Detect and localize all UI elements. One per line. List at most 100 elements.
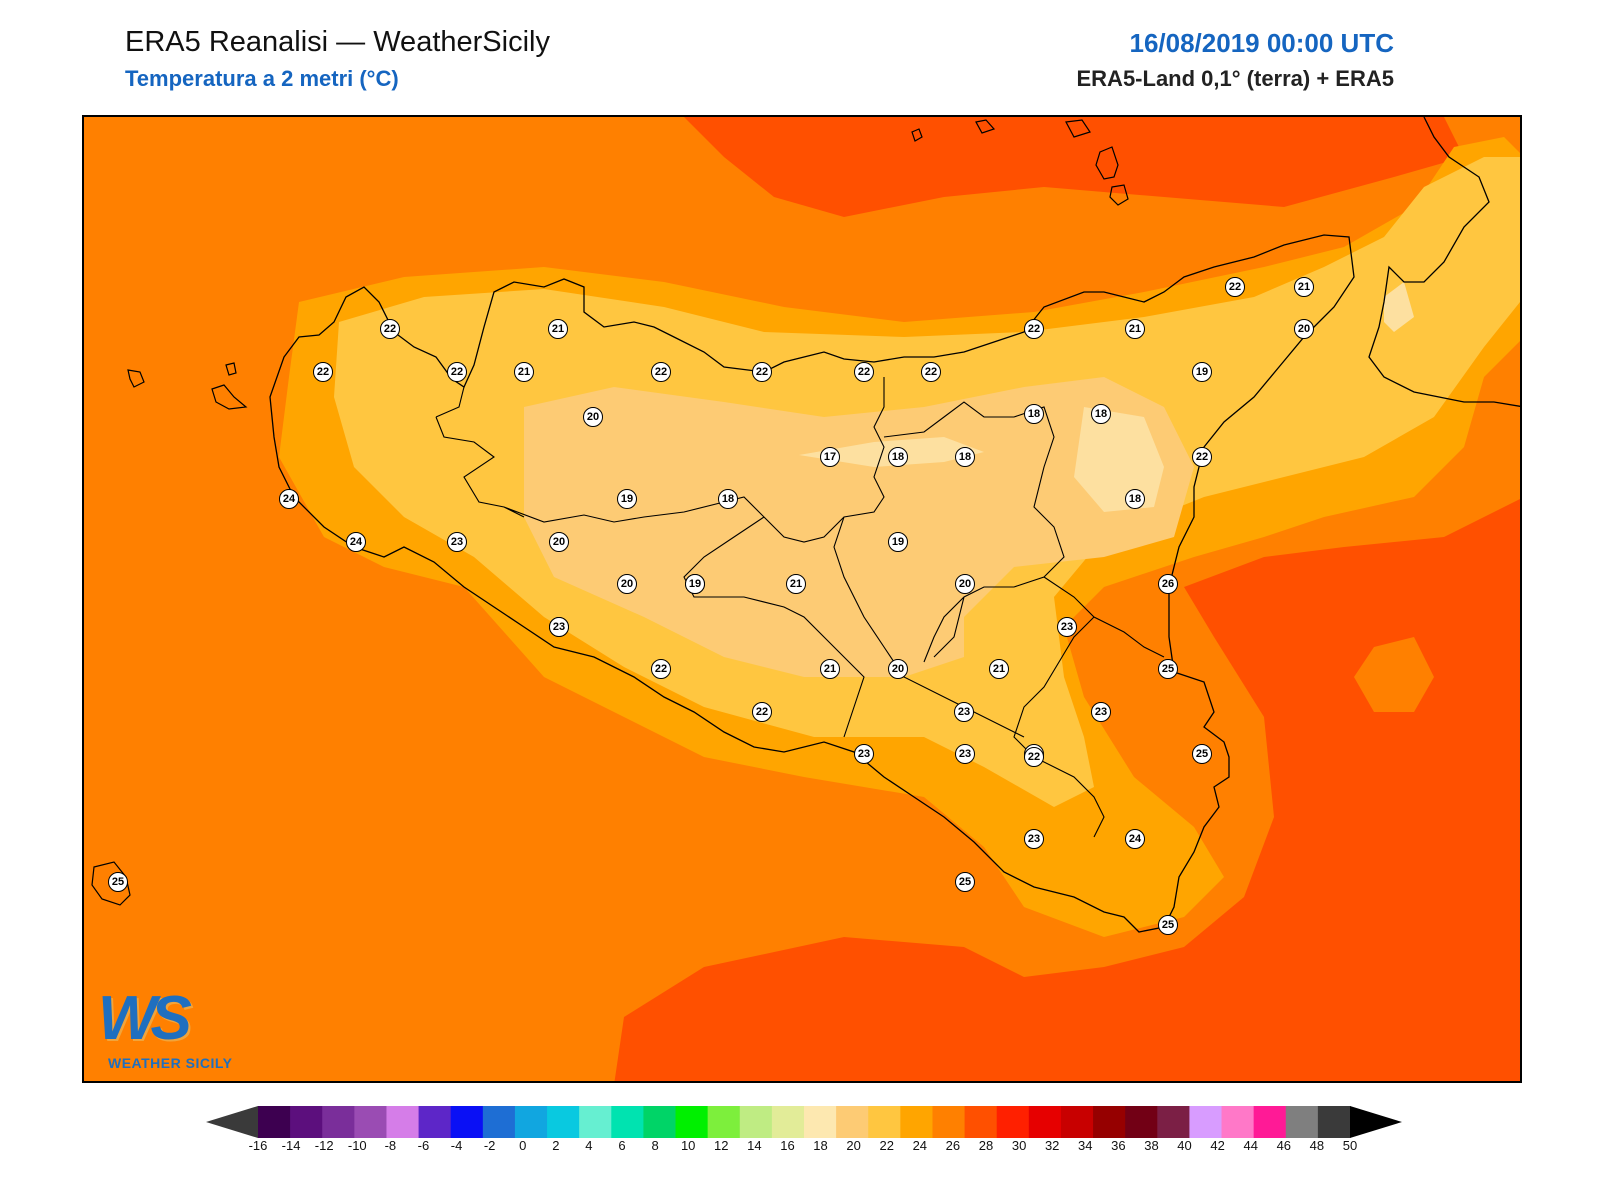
colorbar-segment xyxy=(900,1106,934,1138)
colorbar-tick-label: -10 xyxy=(347,1138,367,1153)
colorbar-segment xyxy=(322,1106,355,1138)
island-favignana xyxy=(211,384,248,410)
station-value: 21 xyxy=(514,362,534,382)
station-value: 21 xyxy=(1294,277,1314,297)
colorbar-tick-label: -4 xyxy=(450,1138,463,1153)
logo-mark: WS xyxy=(98,984,192,1053)
station-value: 18 xyxy=(718,489,738,509)
station-value: 18 xyxy=(1091,404,1111,424)
colorbar-tick-label: 18 xyxy=(813,1138,828,1153)
station-value: 21 xyxy=(989,659,1009,679)
field-18-east xyxy=(1074,407,1164,512)
colorbar-segment xyxy=(964,1106,998,1138)
station-value: 20 xyxy=(1294,319,1314,339)
data-source: ERA5-Land 0,1° (terra) + ERA5 xyxy=(1076,66,1395,91)
station-value: 21 xyxy=(820,659,840,679)
colorbar-tick-label: 50 xyxy=(1342,1138,1358,1153)
colorbar-tick-label: 36 xyxy=(1111,1138,1126,1153)
station-value: 24 xyxy=(279,489,299,509)
temperature-map: 22 21 22 22 21 20 22 22 22 22 22 21 22 21 20 19 17 18 18 22… xyxy=(82,115,1522,1083)
logo-name: WEATHER SICILY xyxy=(108,1055,233,1071)
station-value: 20 xyxy=(955,574,975,594)
map-title: ERA5 Reanalisi — WeatherSicily xyxy=(125,26,550,58)
sicily-coastline xyxy=(269,234,1355,933)
colorbar-segment xyxy=(482,1106,516,1138)
station-value: 18 xyxy=(1125,489,1145,509)
colorbar-labels: -16 -14 -12 -10 -8 -6 -4 -2 0 2 4 6 8 10 12 14 16 18 20 22 2… xyxy=(0,1138,1600,1158)
colorbar-tick-label: 2 xyxy=(552,1138,560,1153)
station-value: 22 xyxy=(1192,447,1212,467)
colorbar-segment xyxy=(450,1106,484,1138)
colorbar-tick-label: 24 xyxy=(912,1138,928,1153)
island-salina xyxy=(1065,119,1091,138)
colorbar-tick-label: 20 xyxy=(846,1138,861,1153)
colorbar-segment xyxy=(868,1106,901,1138)
field-warm-patch xyxy=(1354,637,1434,712)
station-value: 21 xyxy=(786,574,806,594)
colorbar-segment xyxy=(643,1106,677,1138)
colorbar-segment xyxy=(258,1106,291,1138)
colorbar-tick-label: 12 xyxy=(714,1138,729,1153)
station-value: 23 xyxy=(1091,702,1111,722)
colorbar-segment xyxy=(1189,1106,1223,1138)
colorbar-tick-label: 28 xyxy=(978,1138,994,1153)
station-value: 22 xyxy=(1024,747,1044,767)
island-pantelleria xyxy=(91,861,131,906)
colorbar-tick-label: -16 xyxy=(248,1138,268,1153)
colorbar-tick-label: 8 xyxy=(651,1138,659,1153)
station-value: 22 xyxy=(447,362,467,382)
colorbar-segment xyxy=(1221,1106,1255,1138)
colorbar-segment xyxy=(836,1106,869,1138)
colorbar-tick-label: 30 xyxy=(1011,1138,1027,1153)
station-value: 26 xyxy=(1158,574,1178,594)
station-value: 25 xyxy=(108,872,128,892)
map-canvas xyxy=(84,117,1520,1081)
colorbar-tick-label: 6 xyxy=(618,1138,626,1153)
colorbar-tick-label: 32 xyxy=(1044,1138,1060,1153)
station-value: 18 xyxy=(888,447,908,467)
station-value: 19 xyxy=(888,532,908,552)
station-value: 23 xyxy=(955,744,975,764)
colorbar-over-arrow xyxy=(1350,1106,1402,1138)
station-value: 23 xyxy=(549,617,569,637)
colorbar-segment xyxy=(1060,1106,1094,1138)
colorbar-segment xyxy=(290,1106,323,1138)
colorbar-segment xyxy=(514,1106,548,1138)
colorbar-tick-label: 0 xyxy=(519,1138,527,1153)
field-warm-sea-north xyxy=(684,117,1464,217)
colorbar-tick-label: 42 xyxy=(1210,1138,1225,1153)
station-value: 22 xyxy=(921,362,941,382)
colorbar-segment xyxy=(354,1106,388,1138)
weathersicily-logo: WS WEATHER SICILY xyxy=(98,983,258,1075)
station-value: 20 xyxy=(583,407,603,427)
colorbar-segment xyxy=(1317,1106,1351,1138)
station-value: 20 xyxy=(549,532,569,552)
colorbar-segment xyxy=(771,1106,805,1138)
station-value: 19 xyxy=(617,489,637,509)
station-value: 24 xyxy=(346,532,366,552)
field-20 xyxy=(524,377,1194,677)
colorbar-tick-label: -12 xyxy=(314,1138,334,1153)
colorbar-tick-label: 4 xyxy=(585,1138,593,1153)
island-lipari xyxy=(1095,146,1119,180)
station-value: 25 xyxy=(955,872,975,892)
island-marettimo xyxy=(225,362,237,376)
colorbar-segment xyxy=(739,1106,773,1138)
colorbar-segment xyxy=(996,1106,1030,1138)
colorbar-under-arrow xyxy=(206,1106,258,1138)
station-value: 19 xyxy=(685,574,705,594)
station-value: 22 xyxy=(1225,277,1245,297)
colorbar-tick-label: 10 xyxy=(680,1138,696,1153)
colorbar-tick-label: 40 xyxy=(1177,1138,1192,1153)
colorbar-segment xyxy=(1285,1106,1319,1138)
colorbar-segment xyxy=(1093,1106,1126,1138)
colorbar-segment xyxy=(932,1106,966,1138)
station-value: 18 xyxy=(1024,404,1044,424)
station-value: 21 xyxy=(548,319,568,339)
colorbar-segment xyxy=(804,1106,837,1138)
colorbar-tick-label: 44 xyxy=(1243,1138,1258,1153)
station-value: 20 xyxy=(617,574,637,594)
field-warm-sea-southeast xyxy=(614,499,1520,1081)
island-alicudi xyxy=(911,128,923,142)
islands xyxy=(91,119,1129,906)
